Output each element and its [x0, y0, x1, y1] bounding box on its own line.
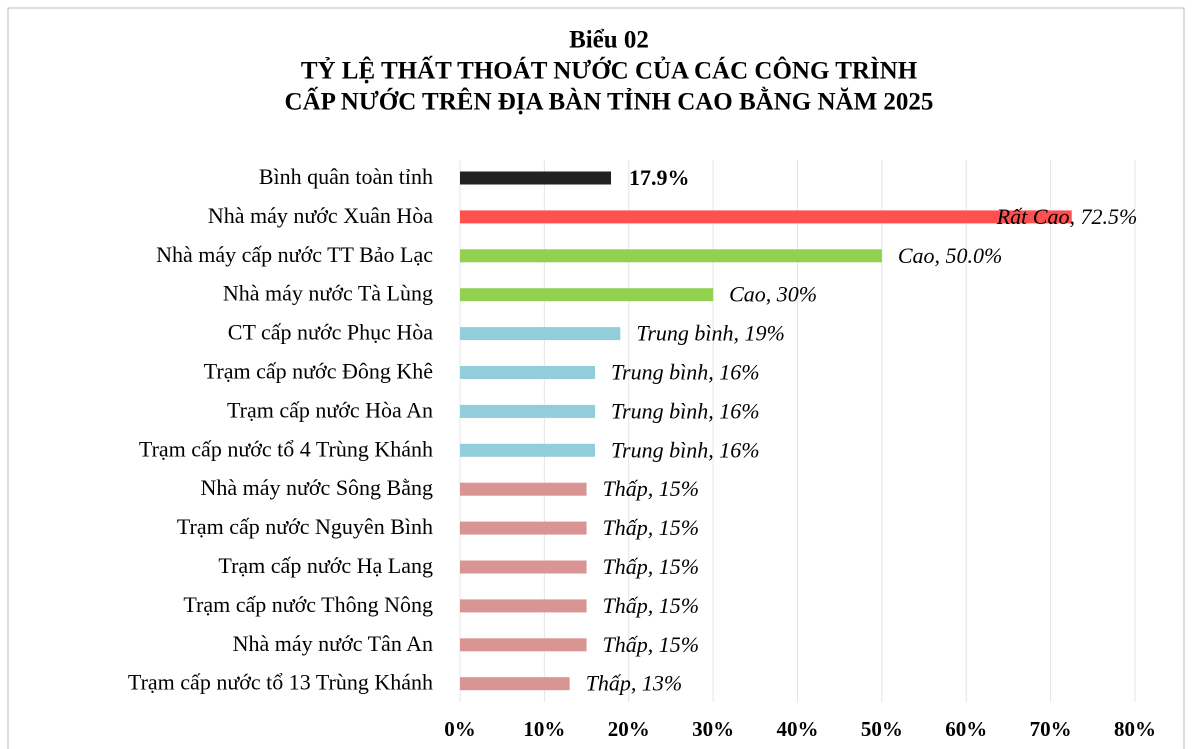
- x-tick-label: 30%: [692, 717, 734, 741]
- y-tick-label: Trạm cấp nước Nguyên Bình: [177, 514, 433, 539]
- y-tick-label: Bình quân toàn tỉnh: [259, 164, 433, 189]
- y-tick-label: Trạm cấp nước tổ 13 Trùng Khánh: [128, 670, 433, 695]
- bar: [460, 482, 587, 496]
- value-label: Thấp, 15%: [603, 515, 700, 540]
- value-label: Cao, 50.0%: [898, 243, 1003, 268]
- bar: [460, 638, 587, 652]
- y-tick-label: Trạm cấp nước Hòa An: [227, 397, 433, 422]
- bar: [460, 249, 882, 263]
- value-label: Rất Cao, 72.5%: [996, 204, 1138, 229]
- y-tick-label: Trạm cấp nước Đông Khê: [204, 359, 433, 384]
- bar: [460, 443, 595, 457]
- y-tick-label: Nhà máy nước Tân An: [233, 631, 433, 656]
- x-tick-label: 20%: [608, 717, 650, 741]
- x-tick-label: 10%: [523, 717, 565, 741]
- value-label: 17.9%: [629, 165, 690, 190]
- value-label: Thấp, 15%: [603, 476, 700, 501]
- value-label: Thấp, 15%: [603, 632, 700, 657]
- y-tick-label: Nhà máy nước Tà Lùng: [223, 281, 433, 306]
- value-label: Thấp, 15%: [603, 554, 700, 579]
- bar: [460, 366, 595, 379]
- bar: [460, 560, 587, 574]
- bar: [460, 521, 587, 535]
- bar: [460, 599, 587, 613]
- bar: [460, 404, 595, 418]
- value-label: Trung bình, 19%: [636, 321, 785, 346]
- value-label: Trung bình, 16%: [611, 360, 760, 385]
- chart-title: Biểu 02: [569, 27, 649, 54]
- value-label: Cao, 30%: [729, 282, 817, 307]
- y-tick-label: Trạm cấp nước Thông Nông: [183, 592, 433, 617]
- bar: [460, 288, 714, 302]
- chart-title: TỶ LỆ THẤT THOÁT NƯỚC CỦA CÁC CÔNG TRÌNH: [301, 56, 918, 85]
- y-tick-label: Trạm cấp nước tổ 4 Trùng Khánh: [139, 436, 433, 461]
- value-label: Trung bình, 16%: [611, 398, 760, 423]
- y-tick-label: Trạm cấp nước Hạ Lang: [218, 553, 433, 578]
- x-tick-label: 80%: [1114, 717, 1156, 741]
- y-tick-label: Nhà máy nước Xuân Hòa: [208, 203, 433, 228]
- value-label: Trung bình, 16%: [611, 437, 760, 462]
- chart-title: CẤP NƯỚC TRÊN ĐỊA BÀN TỈNH CAO BẰNG NĂM …: [285, 87, 934, 116]
- bar: [460, 677, 570, 691]
- bar: [460, 327, 621, 341]
- chart-border: [7, 7, 1185, 749]
- x-tick-label: 60%: [945, 717, 987, 741]
- bar: [460, 171, 612, 185]
- x-tick-label: 50%: [861, 717, 903, 741]
- y-tick-label: Nhà máy cấp nước TT Bảo Lạc: [156, 242, 433, 267]
- value-label: Thấp, 15%: [603, 593, 700, 618]
- bar: [460, 210, 1072, 224]
- x-tick-label: 0%: [444, 717, 476, 741]
- x-tick-label: 70%: [1030, 717, 1072, 741]
- value-label: Thấp, 13%: [586, 671, 683, 696]
- y-tick-label: CT cấp nước Phục Hòa: [228, 320, 433, 345]
- y-tick-label: Nhà máy nước Sông Bằng: [200, 475, 433, 500]
- x-tick-label: 40%: [777, 717, 819, 741]
